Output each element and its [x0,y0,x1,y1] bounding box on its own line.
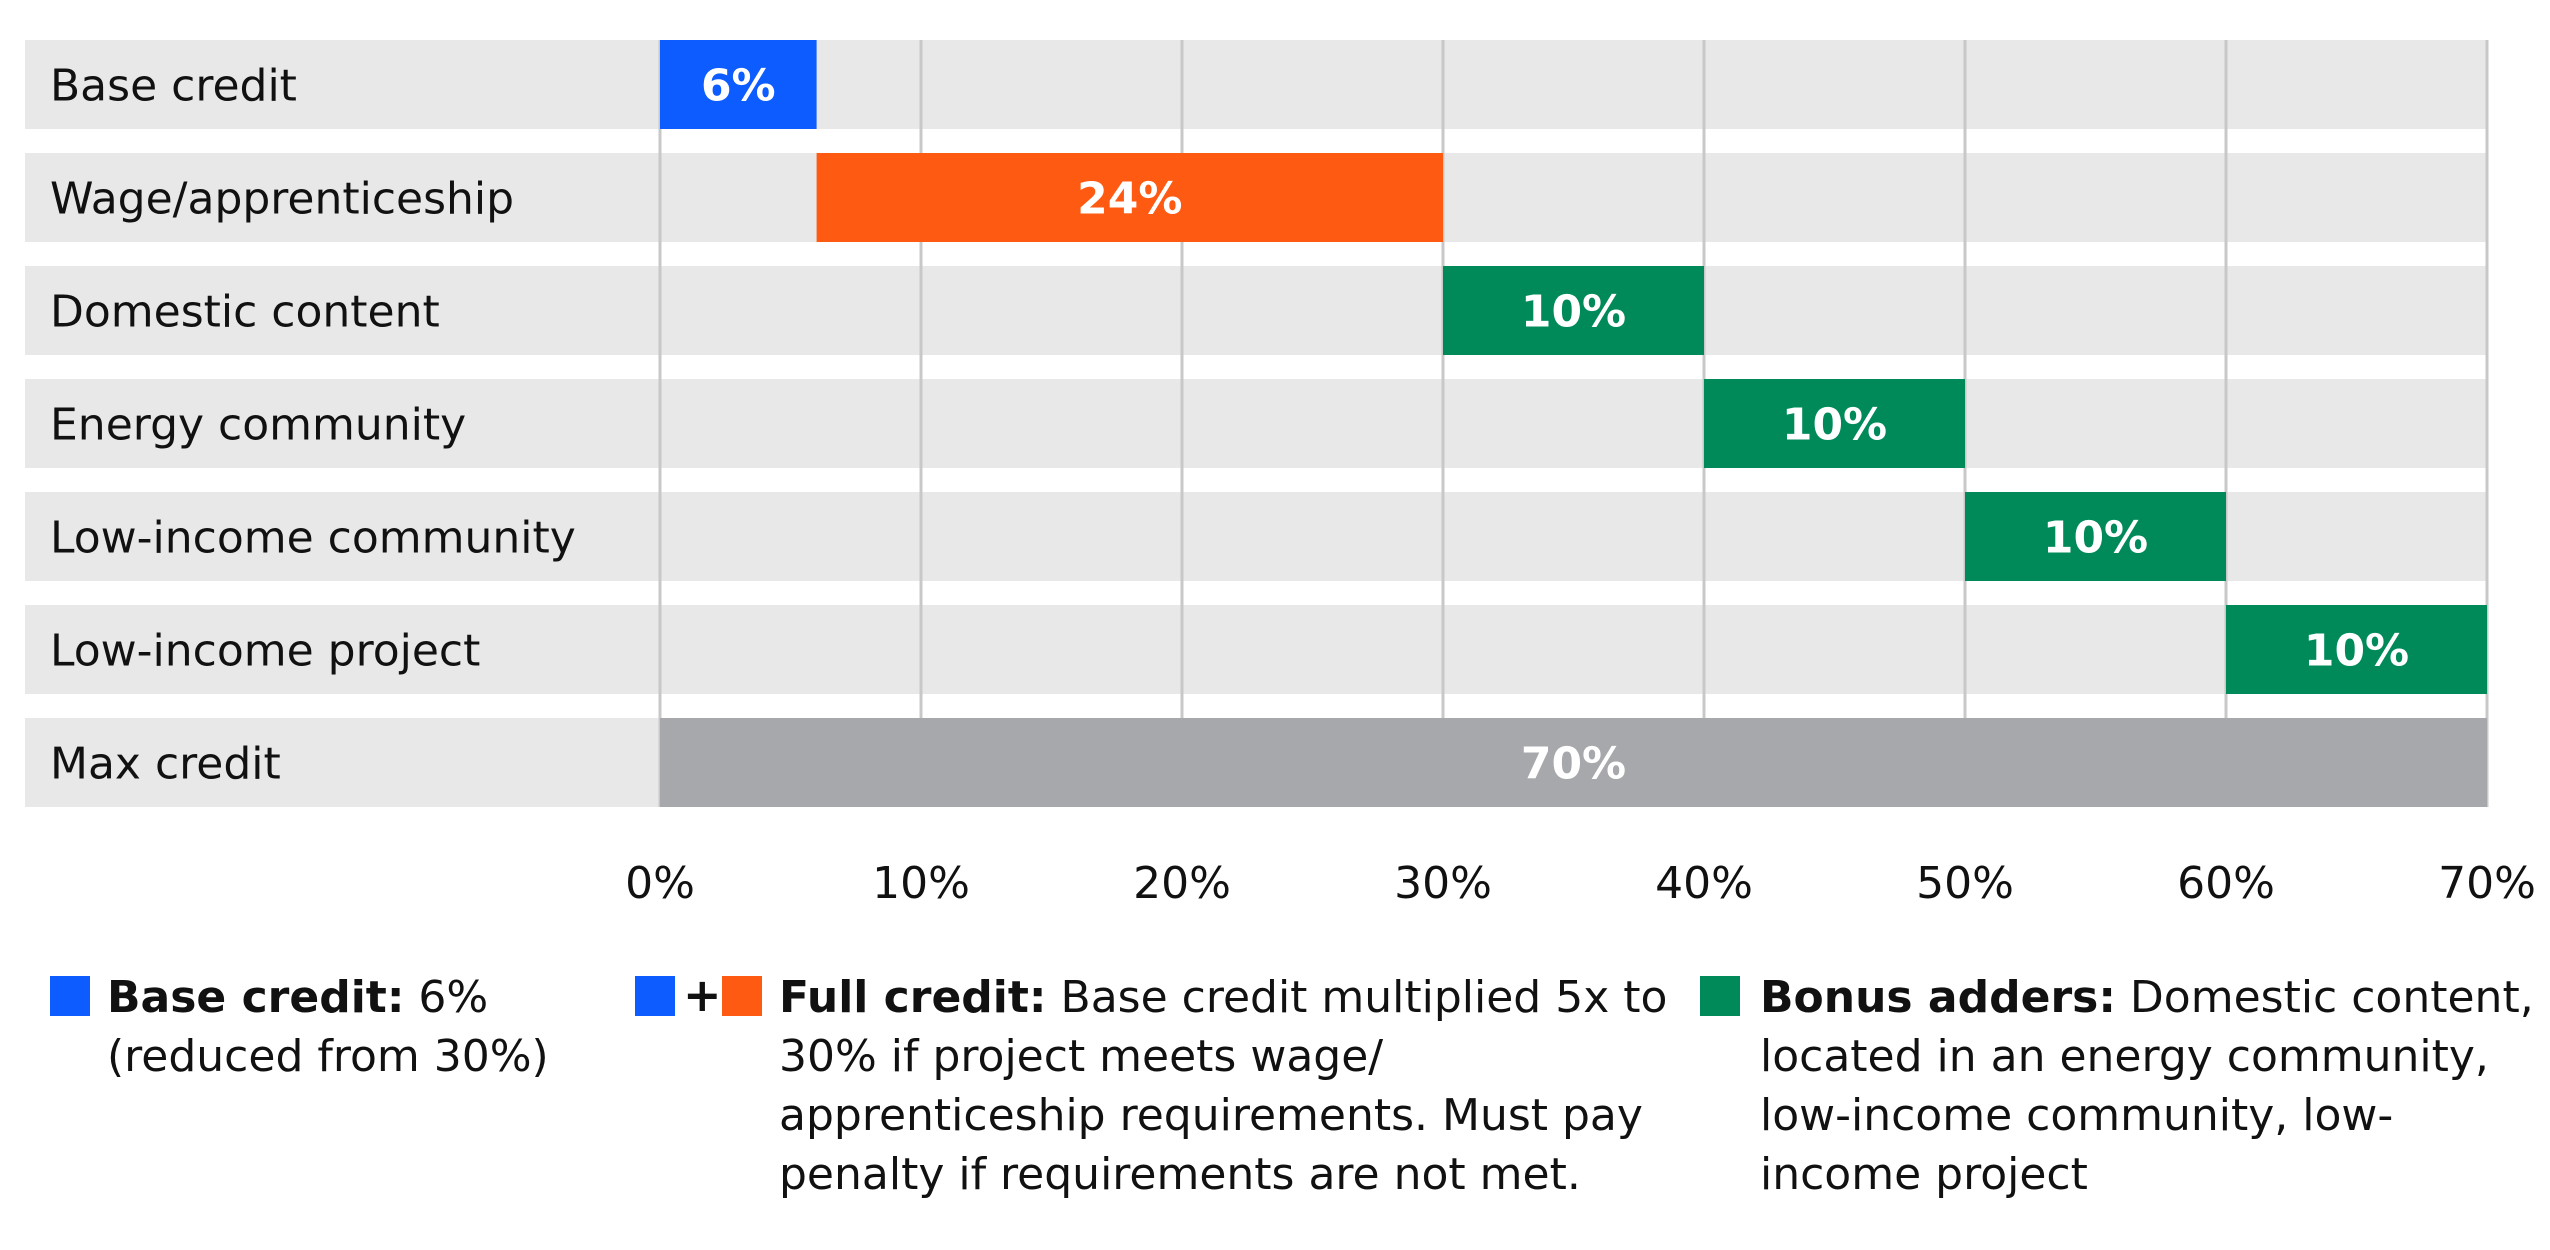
row-background [25,266,2487,355]
waterfall-chart: Base credit Wage/apprenticeship Domestic c… [25,40,2536,909]
category-label: Low-income project [50,626,480,677]
x-tick-label: 70% [2438,858,2536,909]
row-background [25,379,2487,468]
category-label: Base credit [50,61,297,112]
category-label: Max credit [50,739,281,790]
legend-title-bonus: Bonus adders: [1760,972,2116,1023]
bar-base [660,40,817,129]
legend-swatch-base-small [635,976,675,1016]
bar-value-label: 10% [2043,513,2148,564]
category-label: Wage/apprenticeship [50,174,514,225]
category-label: Energy community [50,400,466,451]
x-tick-label: 30% [1394,858,1492,909]
category-label: Low-income community [50,513,576,564]
legend-desc-full: Base credit multiplied 5x to 30% if proj… [779,972,1668,1200]
category-label: Domestic content [50,287,440,338]
legend-text-bonus: Bonus adders: Domestic content, located … [1760,968,2540,1204]
bar-value-label: 6% [701,61,776,112]
bar-bonus [2226,605,2487,694]
bar-bonus [1443,266,1704,355]
row-background [25,605,2487,694]
x-tick-label: 20% [1133,858,1231,909]
legend-text-full: Full credit: Base credit multiplied 5x t… [779,968,1679,1204]
x-tick-label: 50% [1916,858,2014,909]
bar-value-label: 10% [2304,626,2409,677]
bar-value-label: 10% [1782,400,1887,451]
x-tick-label: 10% [872,858,970,909]
legend-swatch-base [50,976,90,1016]
legend-title-full: Full credit: [779,972,1047,1023]
bar-full [816,153,1443,242]
x-tick-label: 60% [2177,858,2275,909]
bar-total [660,718,2487,807]
legend-text-base: Base credit: 6% (reduced from 30%) [107,968,577,1086]
bar-value-label: 10% [1521,287,1626,338]
bar-bonus [1965,492,2226,581]
bar-value-label: 70% [1521,739,1626,790]
legend-plus: + [683,968,722,1022]
x-tick-label: 40% [1655,858,1753,909]
legend-title-base: Base credit: [107,972,405,1023]
bar-bonus [1704,379,1965,468]
legend-desc-bonus: Domestic content, located in an energy c… [1760,972,2534,1200]
x-tick-label: 0% [625,858,695,909]
bar-value-label: 24% [1077,174,1182,225]
legend-desc-base: 6% (reduced from 30%) [107,972,549,1082]
row-background [25,40,2487,129]
legend-swatch-bonus [1700,976,1740,1016]
legend-swatch-full [722,976,762,1016]
